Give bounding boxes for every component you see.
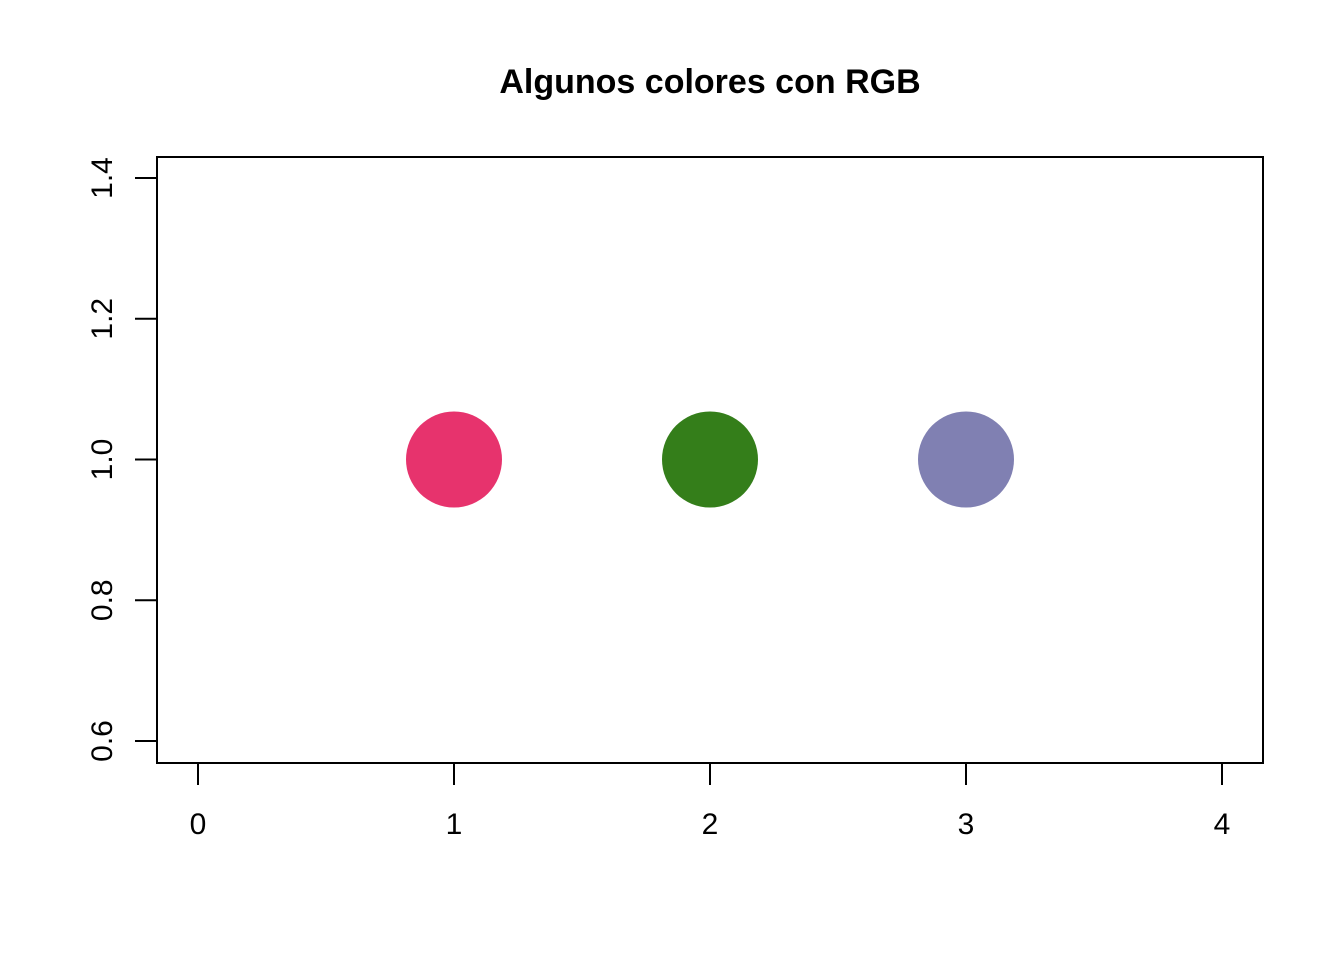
x-axis: 0 1 2 3 4 — [190, 762, 1231, 841]
data-point-3 — [918, 411, 1014, 508]
y-tick-label: 0.8 — [86, 579, 119, 621]
y-axis: 0.6 0.8 1.0 1.2 1.4 — [86, 157, 158, 762]
y-tick-label: 1.0 — [86, 439, 119, 481]
chart-title: Algunos colores con RGB — [499, 63, 920, 101]
x-tick-label: 1 — [446, 808, 463, 841]
y-tick-label: 0.6 — [86, 720, 119, 762]
x-tick-label: 4 — [1214, 808, 1231, 841]
x-tick-label: 0 — [190, 808, 207, 841]
data-point-1 — [406, 411, 502, 508]
data-point-2 — [662, 411, 758, 508]
y-tick-label: 1.2 — [86, 298, 119, 340]
x-tick-label: 2 — [702, 808, 719, 841]
x-tick-label: 3 — [958, 808, 975, 841]
data-points — [406, 411, 1014, 508]
y-tick-label: 1.4 — [86, 157, 119, 199]
